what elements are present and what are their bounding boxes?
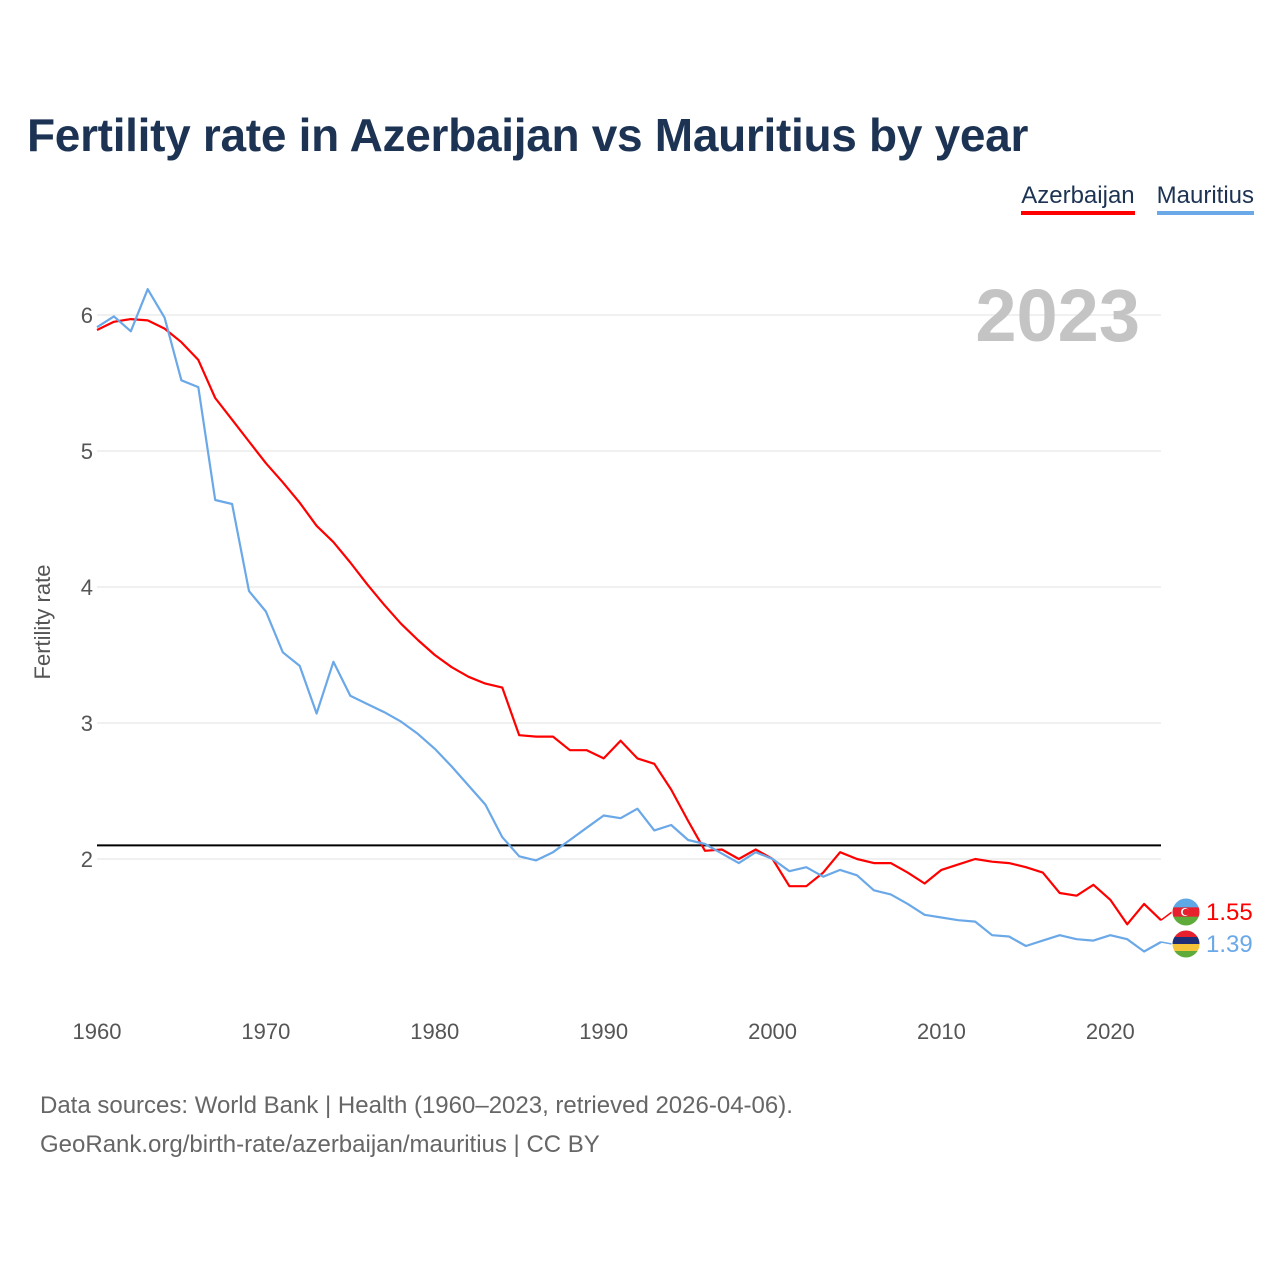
chart-title: Fertility rate in Azerbaijan vs Mauritiu… <box>27 109 1029 161</box>
x-tick-label: 1980 <box>410 1019 459 1044</box>
x-tick-label: 1970 <box>241 1019 290 1044</box>
end-connector-azerbaijan <box>1160 911 1173 921</box>
series-line-mauritius[interactable] <box>96 288 1162 953</box>
legend-item-mauritius[interactable]: Mauritius <box>1156 182 1254 215</box>
series-lines <box>96 288 1162 953</box>
end-value-mauritius: 1.39 <box>1206 931 1253 958</box>
legend-item-azerbaijan[interactable]: Azerbaijan <box>1021 182 1135 215</box>
y-tick-label: 3 <box>81 711 93 736</box>
y-tick-label: 2 <box>81 847 93 872</box>
current-year-label: 2023 <box>975 274 1140 357</box>
y-axis-ticks: 2 3 4 5 6 <box>81 303 93 872</box>
x-tick-label: 1990 <box>579 1019 628 1044</box>
source-note: Data sources: World Bank | Health (1960–… <box>40 1092 793 1119</box>
x-axis-ticks: 1960 1970 1980 1990 2000 2010 2020 <box>73 1019 1135 1044</box>
legend: Azerbaijan Mauritius <box>1021 182 1254 215</box>
y-tick-label: 6 <box>81 303 93 328</box>
y-tick-label: 5 <box>81 439 93 464</box>
gridlines <box>97 314 1161 860</box>
end-connector-mauritius <box>1160 941 1173 945</box>
x-tick-label: 2020 <box>1086 1019 1135 1044</box>
x-tick-label: 2010 <box>917 1019 966 1044</box>
x-tick-label: 1960 <box>73 1019 122 1044</box>
x-tick-label: 2000 <box>748 1019 797 1044</box>
credit-link[interactable]: GeoRank.org/birth-rate/azerbaijan/maurit… <box>40 1131 600 1158</box>
series-line-azerbaijan[interactable] <box>96 318 1162 926</box>
flag-mauritius-icon <box>1171 929 1201 959</box>
y-tick-label: 4 <box>81 575 93 600</box>
y-axis-label: Fertility rate <box>30 565 55 680</box>
end-value-azerbaijan: 1.55 <box>1206 899 1253 926</box>
flag-azerbaijan-icon <box>1171 897 1201 927</box>
footer: Data sources: World Bank | Health (1960–… <box>40 1086 793 1164</box>
end-markers: 1.55 1.39 <box>1160 897 1253 959</box>
